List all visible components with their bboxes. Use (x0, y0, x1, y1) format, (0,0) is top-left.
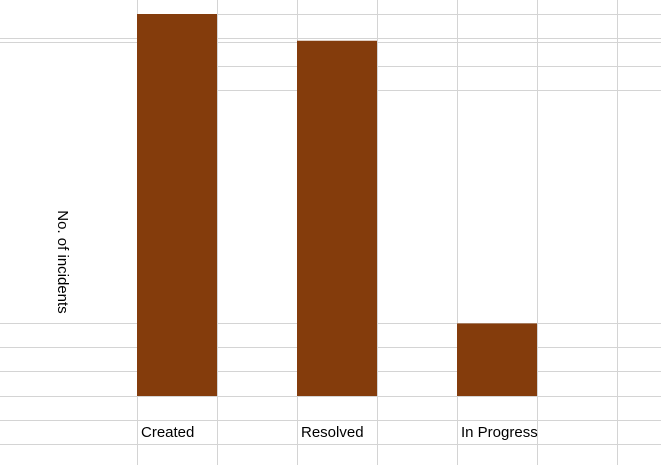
bar (457, 323, 537, 396)
bar (297, 40, 377, 397)
y-axis-label: No. of incidents (54, 210, 71, 313)
x-tick-label: Created (141, 424, 194, 441)
bar (137, 14, 217, 396)
x-tick-label: In Progress (461, 424, 538, 441)
x-tick-label: Resolved (301, 424, 364, 441)
